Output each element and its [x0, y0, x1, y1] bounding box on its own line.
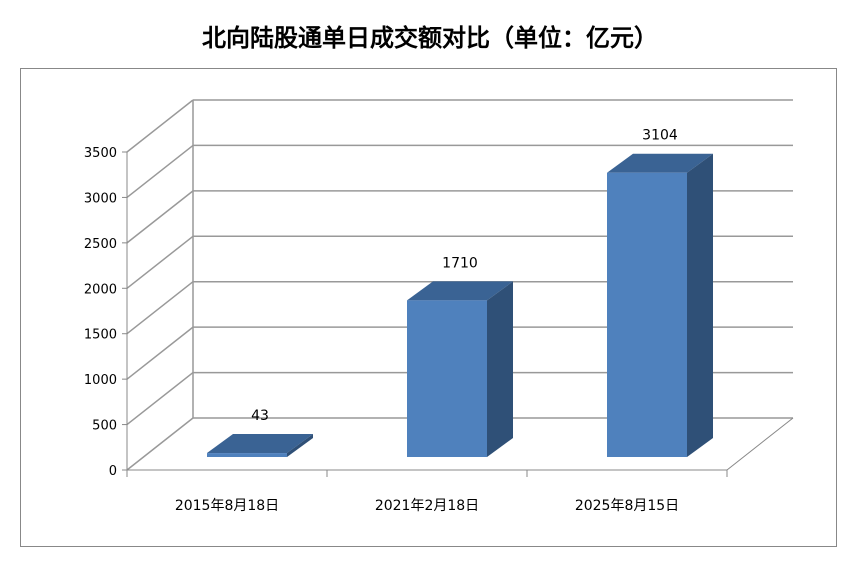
y-tick-label: 1500	[84, 328, 117, 343]
bar	[607, 172, 687, 457]
x-tick-label: 2021年2月18日	[375, 498, 479, 514]
y-tick-label: 500	[92, 419, 117, 434]
bar-top	[207, 434, 313, 454]
data-label: 1710	[442, 255, 478, 271]
chart-frame	[20, 68, 837, 547]
bar-side	[687, 153, 713, 457]
gridline-side	[126, 281, 194, 335]
bar	[407, 300, 487, 457]
y-tick-label: 2500	[84, 237, 117, 252]
gridline-side	[126, 371, 194, 426]
y-tick-label: 3000	[84, 191, 117, 206]
data-label: 43	[251, 408, 269, 424]
y-tick-label: 2000	[84, 282, 117, 297]
y-tick-label: 1000	[84, 373, 117, 388]
bar-top	[607, 153, 713, 173]
gridline-side	[126, 326, 194, 380]
chart-title: 北向陆股通单日成交额对比（单位：亿元）	[202, 23, 658, 52]
bar-top	[407, 281, 513, 301]
x-tick-label: 2015年8月18日	[175, 498, 279, 514]
y-tick-label: 3500	[84, 146, 117, 161]
bar-side	[487, 281, 513, 457]
gridline-side	[126, 235, 194, 289]
data-label: 3104	[642, 128, 678, 144]
bar-side	[287, 434, 313, 457]
gridline-side	[126, 417, 194, 471]
gridline-side	[126, 190, 194, 244]
gridline-side	[126, 144, 194, 199]
floor-edge	[726, 417, 794, 471]
bar	[207, 453, 287, 457]
x-tick-label: 2025年8月15日	[575, 498, 679, 514]
gridline-side	[126, 99, 194, 153]
y-tick-label: 0	[109, 464, 117, 479]
